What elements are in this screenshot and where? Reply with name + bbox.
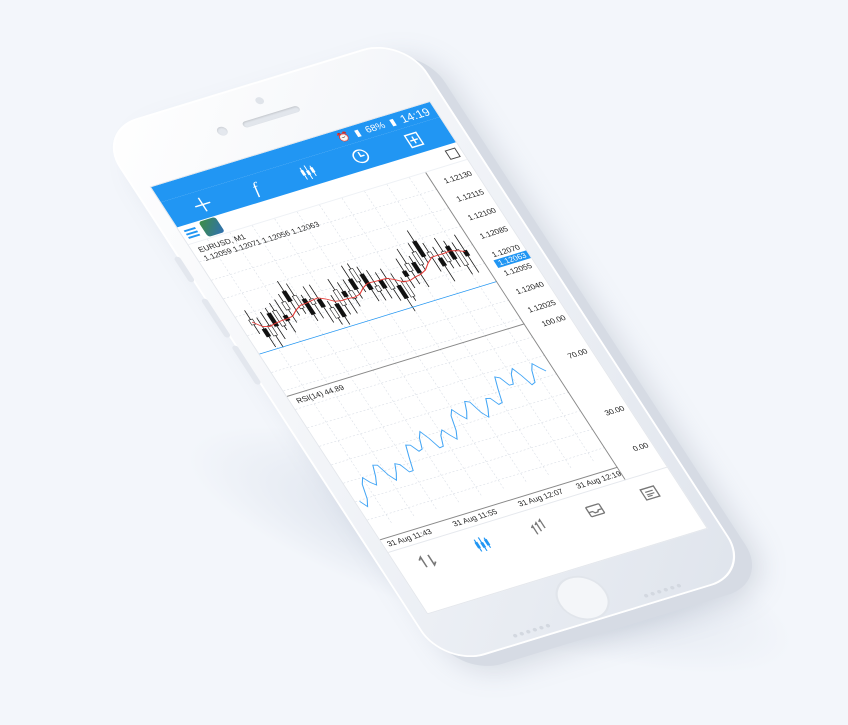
rsi-level-label: 100.00	[540, 314, 568, 329]
rsi-level-label: 70.00	[566, 347, 590, 360]
price-label: 1.12130	[442, 169, 474, 185]
save-icon[interactable]	[444, 147, 460, 159]
grid-line	[283, 318, 521, 391]
grid-line	[224, 226, 462, 299]
candle-body	[317, 299, 326, 308]
nav-chart[interactable]	[456, 526, 510, 563]
chart-icon	[468, 533, 498, 555]
quotes-icon	[412, 550, 442, 572]
history-icon	[580, 499, 610, 521]
nav-news[interactable]	[623, 475, 677, 512]
menu-icon[interactable]	[184, 227, 201, 239]
price-label: 1.12100	[466, 206, 498, 222]
price-label: 1.12025	[526, 299, 558, 315]
candle-body	[402, 271, 409, 277]
candles-icon	[295, 162, 322, 182]
signal-icon: ▮	[352, 128, 363, 139]
rsi-level-label: 0.00	[631, 441, 650, 453]
alarm-icon: ⏰	[335, 131, 353, 144]
trade-icon	[524, 516, 554, 538]
candle-body	[360, 274, 374, 290]
rsi-level-label: 30.00	[603, 404, 627, 417]
battery-icon: ▮	[387, 117, 398, 128]
candle-body	[375, 286, 382, 292]
price-label: 1.12085	[478, 225, 510, 241]
grid-line	[295, 337, 533, 410]
nav-history[interactable]	[568, 492, 622, 529]
nav-trade[interactable]	[512, 509, 566, 546]
news-icon	[635, 482, 665, 504]
phone-device: ⏰ ▮ 68% ▮ 14:19 f	[95, 36, 752, 667]
new-order-icon	[401, 130, 428, 150]
candle-body	[282, 291, 292, 302]
function-icon: f	[248, 179, 264, 198]
grid-line	[343, 411, 581, 484]
nav-quotes[interactable]	[400, 543, 454, 580]
rsi-line	[313, 360, 590, 507]
candle-body	[341, 291, 348, 297]
grid-line	[319, 374, 557, 447]
price-label: 1.12040	[514, 280, 546, 296]
grid-line	[271, 300, 509, 373]
clock-icon	[348, 146, 375, 166]
crosshair-icon	[190, 194, 217, 214]
price-label: 1.12115	[455, 188, 486, 204]
grid-line	[331, 392, 569, 465]
candle-body	[282, 301, 291, 310]
